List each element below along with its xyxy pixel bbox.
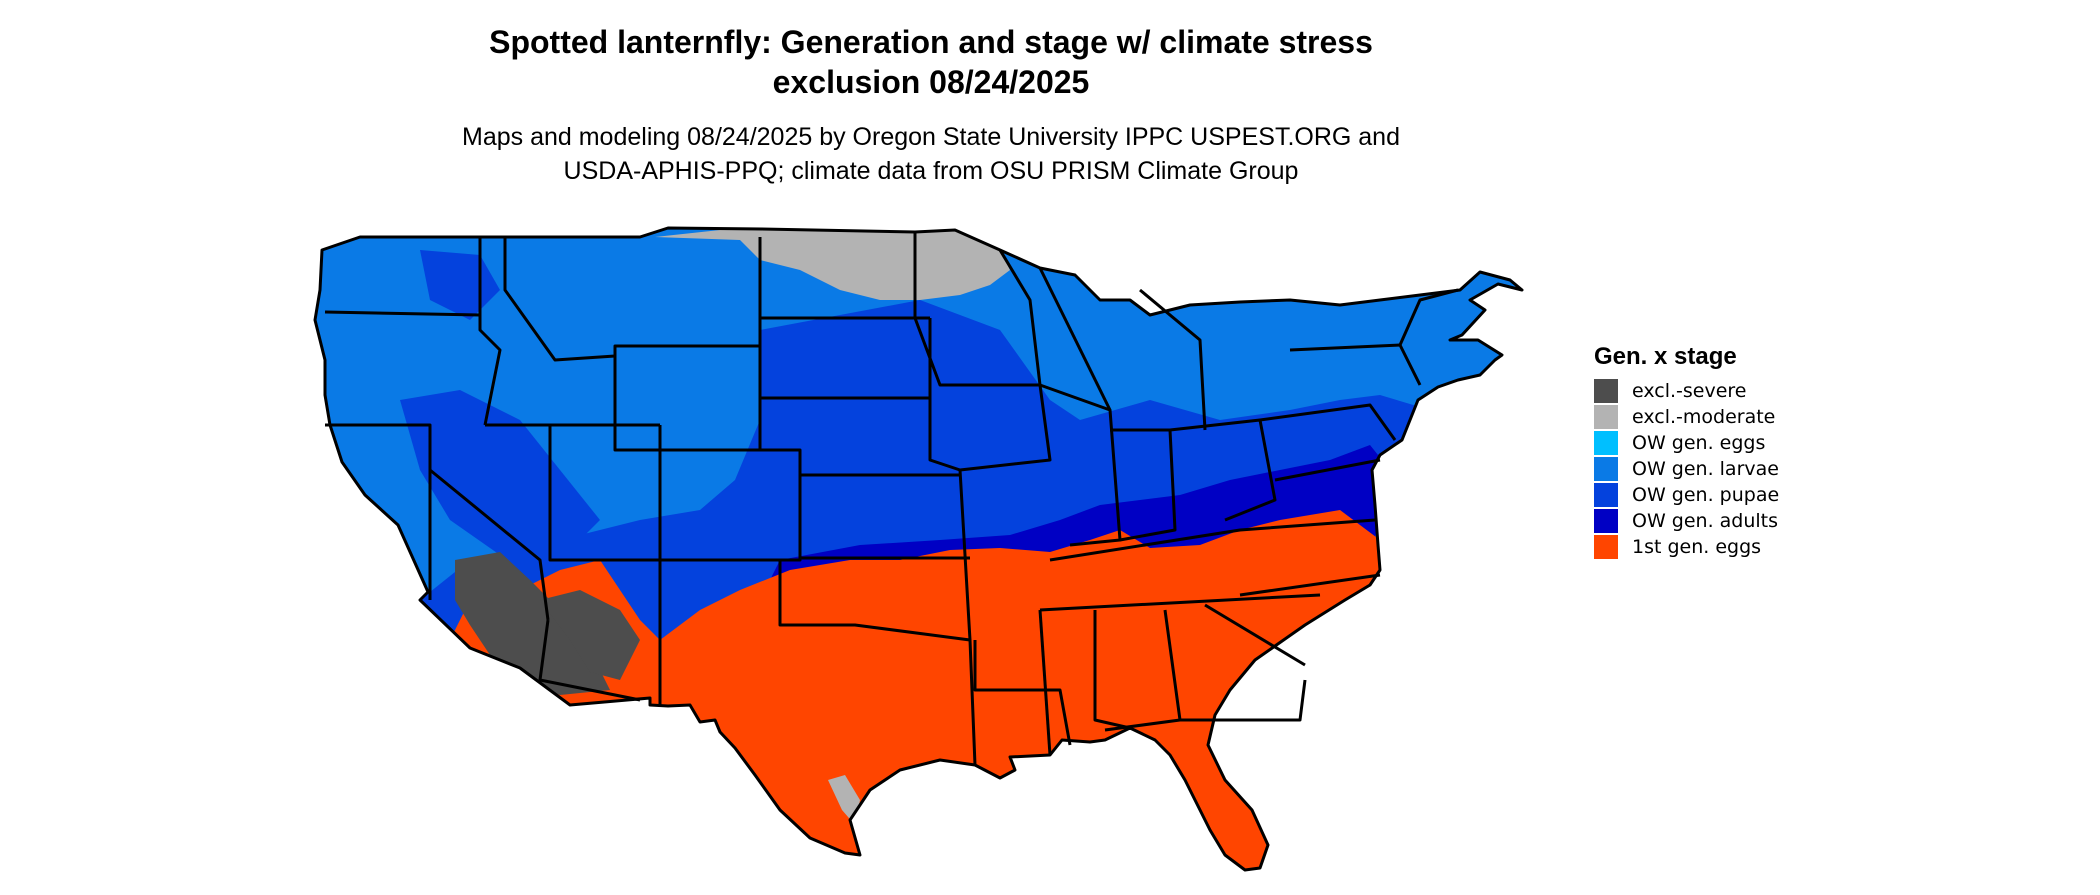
boundary-illinois (1039, 383, 1122, 547)
legend-label: 1st gen. eggs (1632, 536, 1762, 558)
boundary-ne-ia (928, 318, 961, 472)
legend-label: OW gen. adults (1632, 510, 1779, 532)
map-title: Spotted lanternfly: Generation and stage… (0, 22, 1862, 102)
boundary-va-md (1274, 458, 1381, 482)
legend-swatch (1594, 483, 1618, 507)
zone-excl-severe-arizona (540, 590, 640, 680)
boundary-pa (1259, 403, 1397, 441)
boundary-az-nm (538, 619, 641, 702)
us-stage-map (313, 226, 1524, 872)
boundary-ca-nv (428, 425, 550, 621)
boundary-ms-al (1093, 610, 1131, 730)
legend-item-excl-severe: excl.-severe (1594, 378, 1824, 404)
map-subtitle-line-1: Maps and modeling 08/24/2025 by Oregon S… (462, 123, 1400, 151)
boundary-tn-south (1039, 593, 1321, 612)
boundary-ar-west (958, 469, 977, 766)
boundary-wa-or (324, 310, 481, 317)
legend-swatch (1594, 509, 1618, 533)
legend-swatch (1594, 535, 1618, 559)
legend-swatch (1594, 457, 1618, 481)
legend-swatch (1594, 405, 1618, 429)
legend-title: Gen. x stage (1594, 343, 1737, 370)
boundary-indiana (1110, 428, 1177, 542)
legend-label: OW gen. pupae (1632, 484, 1780, 506)
legend-item-ow-adults: OW gen. adults (1594, 508, 1824, 534)
legend-label: excl.-severe (1632, 380, 1747, 402)
map-legend: Gen. x stage excl.-severe excl.-moderate… (1594, 342, 1824, 560)
map-subtitle-line-2: USDA-APHIS-PPQ; climate data from OSU PR… (563, 157, 1299, 185)
boundary-iowa (940, 383, 1052, 472)
legend-label: OW gen. larvae (1632, 458, 1779, 480)
legend-label: OW gen. eggs (1632, 432, 1766, 454)
state-boundaries (324, 232, 1459, 766)
boundary-ms-west (1038, 609, 1052, 756)
boundary-michigan (1139, 288, 1207, 431)
legend-item-ow-pupae: OW gen. pupae (1594, 482, 1824, 508)
legend-item-excl-moderate: excl.-moderate (1594, 404, 1824, 430)
legend-item-ow-eggs: OW gen. eggs (1594, 430, 1824, 456)
legend-item-ow-larvae: OW gen. larvae (1594, 456, 1824, 482)
boundary-tn-ky (1049, 518, 1376, 562)
us-outline (313, 226, 1524, 872)
boundary-colorado (660, 448, 802, 562)
boundary-ohio (1169, 418, 1277, 522)
boundary-nc-sc (1239, 573, 1381, 597)
zone-excl-moderate-south-texas (828, 775, 860, 825)
boundary-new-england (1398, 288, 1459, 346)
boundary-la (973, 640, 1072, 746)
boundary-id-west (478, 237, 502, 426)
legend-label: excl.-moderate (1632, 406, 1776, 428)
map-subtitle: Maps and modeling 08/24/2025 by Oregon S… (0, 120, 1862, 188)
zone-excl-moderate (655, 228, 1010, 300)
boundary-utah (548, 425, 662, 562)
boundary-wisconsin (1038, 267, 1112, 411)
legend-swatch (1594, 379, 1618, 403)
map-title-line-1: Spotted lanternfly: Generation and stage… (489, 24, 1373, 60)
legend-swatch (1594, 431, 1618, 455)
legend-item-first-gen-eggs: 1st gen. eggs (1594, 534, 1824, 560)
boundary-ga-fl (1180, 679, 1307, 722)
map-title-line-2: exclusion 08/24/2025 (772, 64, 1090, 100)
zone-excl-severe (455, 552, 610, 695)
boundary-ok-tx (778, 560, 971, 642)
stage-zones (315, 228, 1522, 870)
boundary-ga-sc (1204, 603, 1306, 667)
